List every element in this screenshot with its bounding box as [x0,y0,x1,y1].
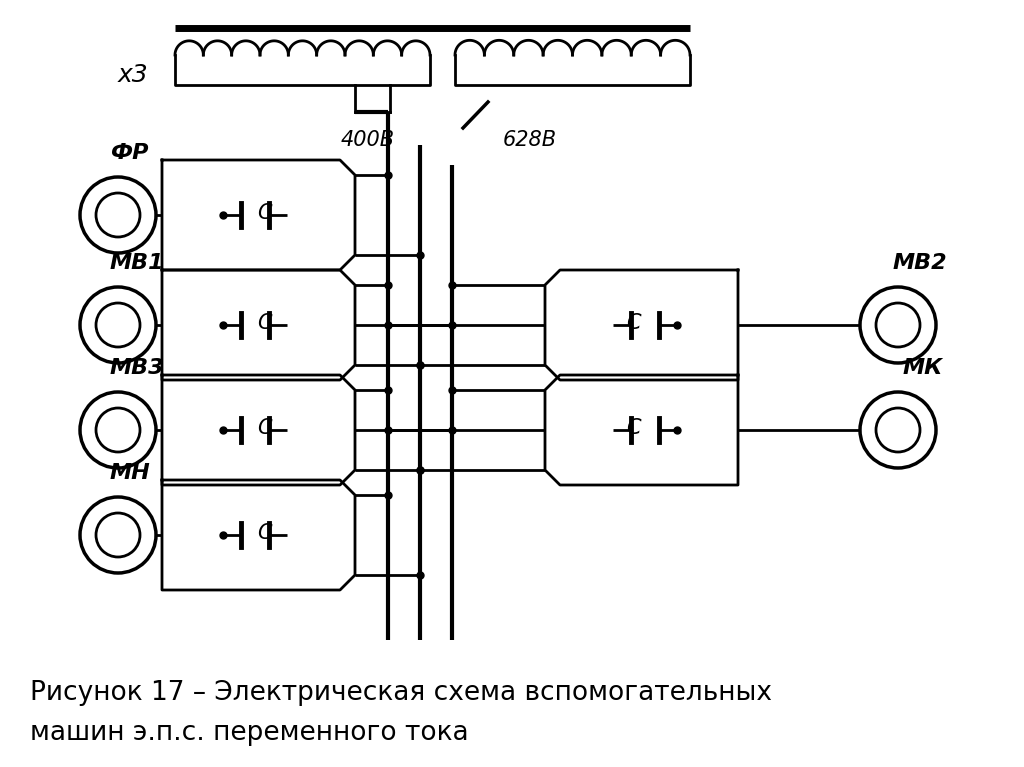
Text: x3: x3 [118,63,148,87]
Text: машин э.п.с. переменного тока: машин э.п.с. переменного тока [30,720,469,746]
Text: МН: МН [110,463,151,483]
Text: МВ2: МВ2 [893,253,947,273]
Text: С: С [627,313,641,333]
Text: МВ1: МВ1 [110,253,165,273]
Text: 628В: 628В [503,130,557,150]
Text: С: С [257,203,271,223]
Text: С: С [627,418,641,438]
Text: С: С [257,313,271,333]
Text: С: С [257,523,271,543]
Text: МК: МК [903,358,943,378]
Text: С: С [257,418,271,438]
Text: ФР: ФР [110,143,148,163]
Text: Рисунок 17 – Электрическая схема вспомогательных: Рисунок 17 – Электрическая схема вспомог… [30,680,772,706]
Text: МВ3: МВ3 [110,358,165,378]
Text: 400В: 400В [341,130,395,150]
